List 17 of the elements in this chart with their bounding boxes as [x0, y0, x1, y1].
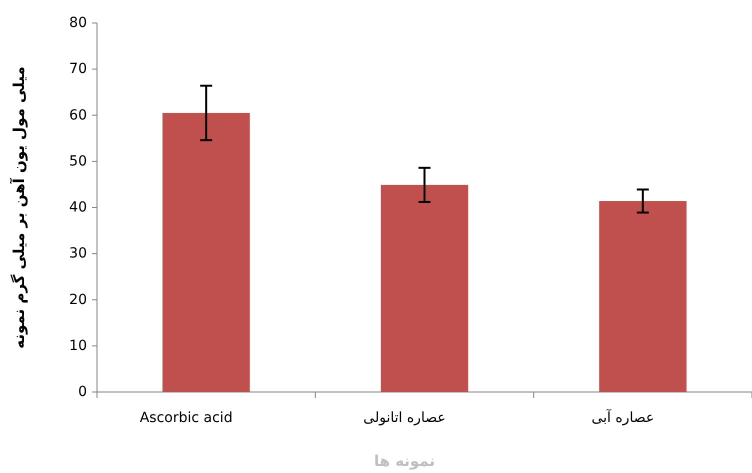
- bar: [162, 112, 250, 392]
- bar: [599, 201, 686, 392]
- x-tick-label: عصاره اتانولی: [363, 410, 446, 426]
- y-tick-label: 80: [69, 15, 87, 31]
- y-tick-label: 20: [69, 292, 87, 308]
- y-tick-label: 50: [69, 153, 87, 170]
- x-axis-title: نمونه ها: [374, 452, 436, 470]
- y-tick-label: 30: [69, 246, 87, 262]
- y-tick-label: 40: [69, 200, 87, 216]
- x-tick-label: عصاره آبی: [591, 408, 654, 426]
- y-tick-label: 0: [78, 384, 87, 400]
- y-tick-label: 60: [69, 107, 87, 124]
- y-tick-label: 10: [69, 338, 87, 354]
- y-tick-label: 70: [69, 61, 87, 78]
- x-tick-label: Ascorbic acid: [140, 410, 233, 426]
- y-axis-title: میلی مول یون آهن بر میلی گرم نمونه: [9, 66, 28, 349]
- bar: [380, 184, 468, 392]
